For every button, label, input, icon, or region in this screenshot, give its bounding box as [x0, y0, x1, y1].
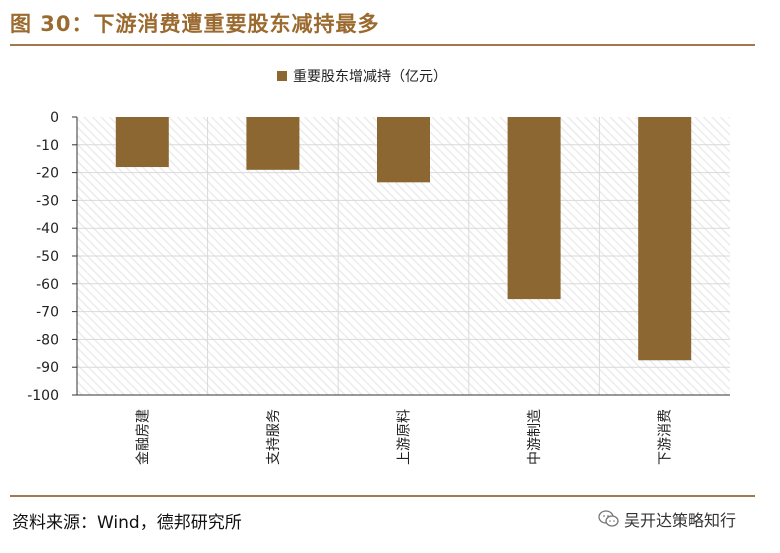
legend: 重要股东增减持（亿元）	[277, 69, 447, 85]
bar	[115, 117, 169, 168]
bar-chart: 0 -10 -20 -30 -40 -50 -60 -70 -80 -90 -100 金融房建 支持服…	[27, 69, 730, 465]
x-category-label: 金融房建	[135, 409, 151, 465]
legend-label: 重要股东增减持（亿元）	[293, 69, 447, 85]
bottom-divider	[10, 495, 755, 497]
x-category-label: 上游原料	[397, 409, 413, 465]
y-tick-label: -90	[36, 360, 59, 376]
y-tick-label: 0	[50, 110, 59, 126]
wechat-icon	[598, 510, 619, 527]
source-note: 资料来源：Wind，德邦研究所	[12, 513, 242, 533]
watermark: 吴开达策略知行	[598, 507, 736, 531]
bars	[115, 117, 692, 361]
y-tick-label: -60	[36, 277, 59, 293]
bar	[638, 117, 692, 361]
y-tick-label: -80	[36, 332, 59, 348]
axes	[72, 116, 730, 396]
top-divider	[10, 44, 755, 46]
watermark-text: 吴开达策略知行	[624, 511, 737, 530]
grid-lines	[77, 117, 730, 396]
x-category-label: 中游制造	[527, 409, 543, 465]
y-tick-label: -50	[36, 249, 59, 265]
y-tick-labels: 0 -10 -20 -30 -40 -50 -60 -70 -80 -90 -100	[27, 110, 59, 404]
x-category-label: 支持服务	[266, 409, 282, 465]
bar	[507, 117, 561, 300]
x-category-label: 下游消费	[658, 409, 674, 465]
y-tick-label: -100	[27, 388, 59, 404]
y-tick-label: -70	[36, 305, 59, 321]
y-tick-label: -30	[36, 193, 59, 209]
figure-title: 图 30：下游消费遭重要股东减持最多	[10, 12, 380, 36]
x-category-labels: 金融房建 支持服务 上游原料 中游制造 下游消费	[135, 409, 673, 465]
y-tick-label: -40	[36, 221, 59, 237]
legend-swatch	[277, 71, 287, 81]
bar	[377, 117, 430, 183]
y-tick-label: -10	[36, 138, 59, 154]
bar	[246, 117, 300, 170]
y-tick-label: -20	[36, 166, 59, 182]
